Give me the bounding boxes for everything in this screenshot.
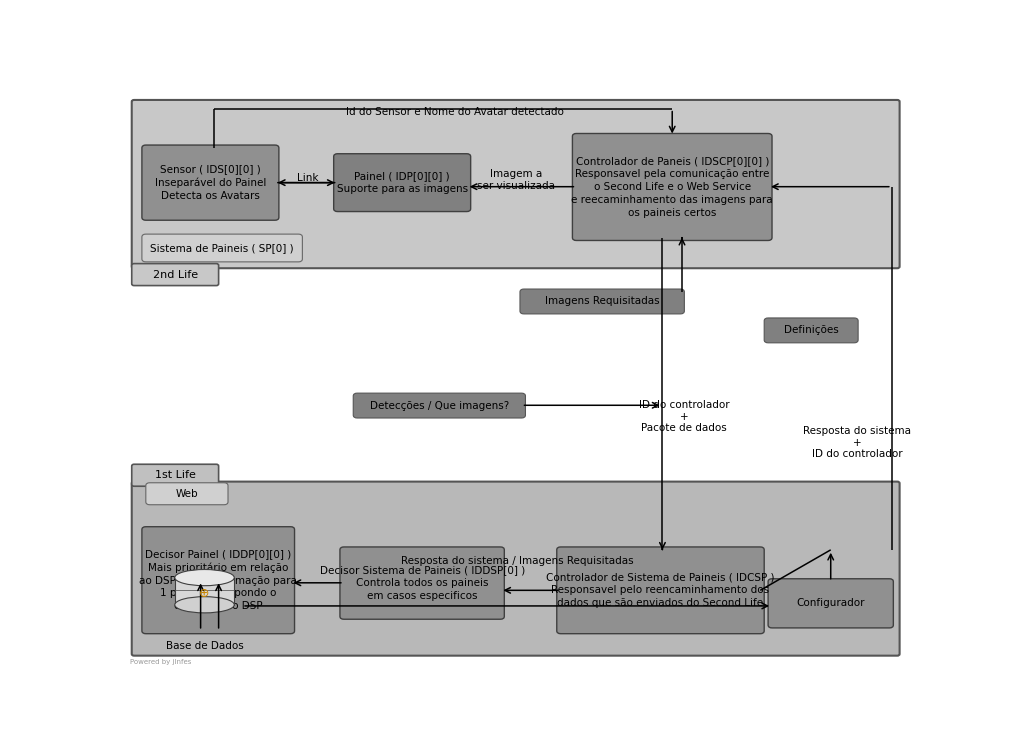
Text: ID do controlador
+
Pacote de dados: ID do controlador + Pacote de dados bbox=[639, 400, 729, 433]
Text: ⊕: ⊕ bbox=[199, 587, 210, 600]
Text: Powered by jInfes: Powered by jInfes bbox=[130, 659, 192, 665]
FancyBboxPatch shape bbox=[769, 579, 894, 628]
FancyBboxPatch shape bbox=[765, 318, 858, 342]
FancyBboxPatch shape bbox=[333, 154, 471, 212]
FancyBboxPatch shape bbox=[141, 526, 295, 634]
FancyBboxPatch shape bbox=[175, 579, 234, 605]
FancyBboxPatch shape bbox=[131, 481, 900, 656]
Text: Controlador de Sistema de Paineis ( IDCSP )
Responsavel pelo reencaminhamento do: Controlador de Sistema de Paineis ( IDCS… bbox=[546, 572, 775, 608]
FancyBboxPatch shape bbox=[141, 234, 302, 262]
Text: Sensor ( IDS[0][0] )
Inseparável do Painel
Detecta os Avatars: Sensor ( IDS[0][0] ) Inseparável do Pain… bbox=[155, 164, 266, 201]
Text: Detecções / Que imagens?: Detecções / Que imagens? bbox=[370, 400, 509, 411]
Ellipse shape bbox=[175, 569, 234, 586]
Text: Resposta do sistema
+
ID do controlador: Resposta do sistema + ID do controlador bbox=[803, 427, 911, 460]
Text: Id do Sensor e Nome do Avatar detectado: Id do Sensor e Nome do Avatar detectado bbox=[346, 107, 564, 117]
Text: Link: Link bbox=[297, 173, 318, 183]
Ellipse shape bbox=[175, 597, 234, 613]
FancyBboxPatch shape bbox=[573, 134, 772, 240]
Text: 1st Life: 1st Life bbox=[155, 470, 196, 480]
FancyBboxPatch shape bbox=[354, 393, 525, 418]
Text: Imagem a
ser visualizada: Imagem a ser visualizada bbox=[477, 169, 556, 191]
Text: Decisor Painel ( IDDP[0][0] )
Mais prioritário em relação
ao DSP envia informaçã: Decisor Painel ( IDDP[0][0] ) Mais prior… bbox=[139, 549, 297, 611]
Text: Definições: Definições bbox=[784, 325, 838, 336]
FancyBboxPatch shape bbox=[131, 100, 900, 268]
Text: Resposta do sistema / Imagens Requisitadas: Resposta do sistema / Imagens Requisitad… bbox=[401, 556, 634, 566]
Text: Controlador de Paneis ( IDSCP[0][0] )
Responsavel pela comunicação entre
o Secon: Controlador de Paneis ( IDSCP[0][0] ) Re… bbox=[572, 156, 773, 218]
FancyBboxPatch shape bbox=[145, 483, 228, 505]
FancyBboxPatch shape bbox=[131, 264, 218, 285]
FancyBboxPatch shape bbox=[340, 547, 504, 620]
Text: Sistema de Paineis ( SP[0] ): Sistema de Paineis ( SP[0] ) bbox=[150, 243, 294, 253]
Text: Configurador: Configurador bbox=[797, 599, 865, 608]
FancyBboxPatch shape bbox=[131, 464, 218, 486]
Text: Painel ( IDP[0][0] )
Suporte para as imagens: Painel ( IDP[0][0] ) Suporte para as ima… bbox=[336, 171, 468, 194]
Text: Imagens Requisitadas: Imagens Requisitadas bbox=[544, 297, 660, 306]
FancyBboxPatch shape bbox=[141, 145, 279, 220]
Text: Base de Dados: Base de Dados bbox=[166, 641, 243, 651]
Text: 2nd Life: 2nd Life bbox=[153, 270, 198, 279]
Text: Web: Web bbox=[176, 489, 198, 499]
FancyBboxPatch shape bbox=[520, 289, 685, 314]
Text: Decisor Sistema de Paineis ( IDDSP[0] )
Controla todos os paineis
em casos espec: Decisor Sistema de Paineis ( IDDSP[0] ) … bbox=[319, 566, 525, 601]
FancyBboxPatch shape bbox=[557, 547, 765, 634]
